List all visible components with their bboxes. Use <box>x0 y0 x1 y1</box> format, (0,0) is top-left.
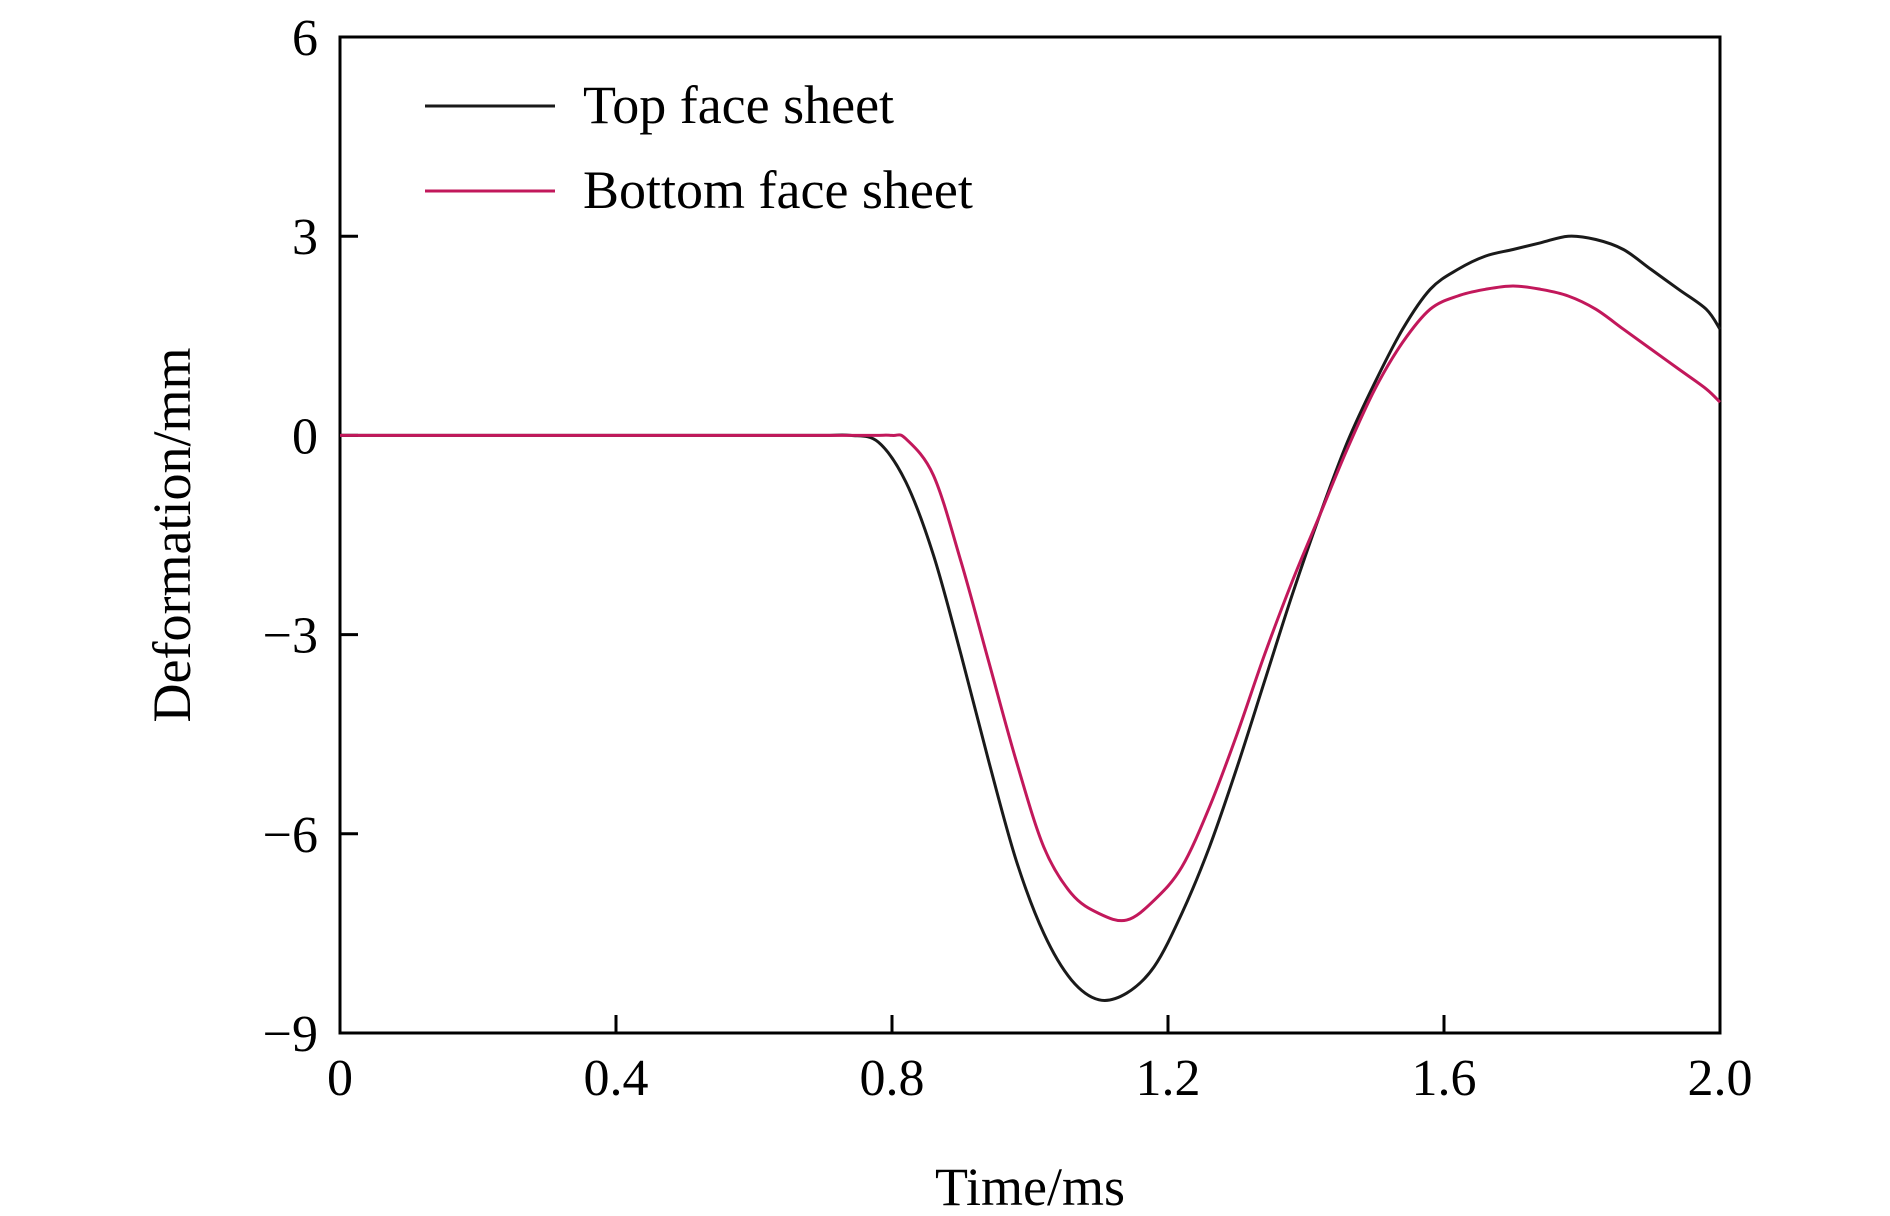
series-layer <box>340 234 1722 1002</box>
y-axis: 6 3 0 −3 −6 −9 <box>263 10 358 1063</box>
series-line-top-face-sheet <box>340 234 1722 1002</box>
series-line-bottom-face-sheet <box>340 284 1722 923</box>
x-tick-label: 0.4 <box>584 1050 649 1107</box>
y-tick-label: −9 <box>263 1006 318 1063</box>
x-axis-title: Time/ms <box>935 1157 1125 1216</box>
x-tick-label: 0.8 <box>860 1050 925 1107</box>
y-axis-title: Deformation/mm <box>142 348 202 723</box>
x-tick-label: 1.6 <box>1412 1050 1477 1107</box>
x-tick-label: 2.0 <box>1688 1050 1753 1107</box>
y-tick-label: −3 <box>263 608 318 665</box>
x-tick-label: 0 <box>327 1050 353 1107</box>
x-axis: 0 0.4 0.8 1.2 1.6 2.0 <box>327 1015 1753 1107</box>
x-tick-label: 1.2 <box>1136 1050 1201 1107</box>
y-tick-label: 0 <box>292 408 318 465</box>
plot-area-frame <box>338 35 1722 1035</box>
legend-label-bottom-face-sheet: Bottom face sheet <box>583 160 973 220</box>
legend: Top face sheet Bottom face sheet <box>425 75 973 220</box>
y-tick-label: −6 <box>263 807 318 864</box>
y-tick-label: 6 <box>292 10 318 67</box>
y-tick-label: 3 <box>292 209 318 266</box>
legend-label-top-face-sheet: Top face sheet <box>583 75 894 135</box>
